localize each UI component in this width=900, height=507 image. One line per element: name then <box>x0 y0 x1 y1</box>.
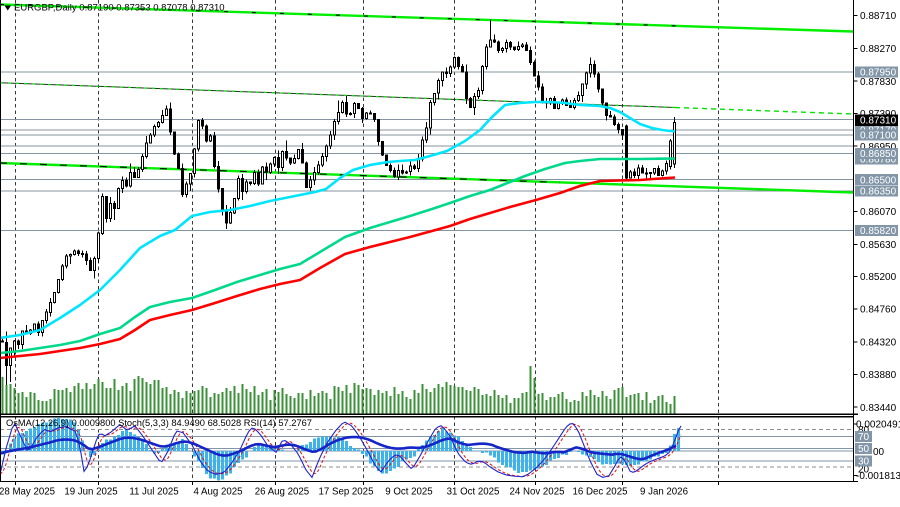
svg-text:0.87950: 0.87950 <box>860 67 897 78</box>
svg-text:20: 20 <box>858 464 870 475</box>
svg-text:0.86350: 0.86350 <box>860 186 897 197</box>
svg-text:0.84760: 0.84760 <box>860 305 897 316</box>
svg-text:0.87830: 0.87830 <box>860 77 897 88</box>
svg-text:00: 00 <box>873 447 885 458</box>
svg-text:0.83880: 0.83880 <box>860 370 897 381</box>
svg-text:OsMA(12,26,9) 0.0009800 Stoch: OsMA(12,26,9) 0.0009800 Stoch(5,3,3) 84.… <box>6 418 312 428</box>
svg-text:31 Oct 2025: 31 Oct 2025 <box>447 487 500 498</box>
svg-text:9 Oct 2025: 9 Oct 2025 <box>385 487 432 498</box>
svg-text:0.0020491: 0.0020491 <box>856 420 900 431</box>
svg-text:0.87310: 0.87310 <box>860 116 897 127</box>
svg-text:0.86500: 0.86500 <box>860 175 897 186</box>
svg-text:0.84320: 0.84320 <box>860 337 897 348</box>
svg-text:80: 80 <box>858 425 870 436</box>
svg-text:26 Aug 2025: 26 Aug 2025 <box>255 487 309 498</box>
svg-text:11 Jul 2025: 11 Jul 2025 <box>129 487 178 498</box>
svg-text:0.86950: 0.86950 <box>860 142 897 153</box>
svg-text:28 May 2025: 28 May 2025 <box>0 487 55 498</box>
svg-text:0.87100: 0.87100 <box>860 131 897 142</box>
svg-text:0.85630: 0.85630 <box>860 240 897 251</box>
svg-text:0.86070: 0.86070 <box>860 207 897 218</box>
svg-text:0.86780: 0.86780 <box>860 154 897 165</box>
svg-text:4 Aug 2025: 4 Aug 2025 <box>193 487 242 498</box>
svg-text:-0.0018139: -0.0018139 <box>856 471 900 482</box>
svg-text:50: 50 <box>858 444 870 455</box>
svg-text:19 Jun 2025: 19 Jun 2025 <box>64 487 117 498</box>
svg-text:70: 70 <box>858 432 870 443</box>
svg-text:0.86850: 0.86850 <box>860 149 897 160</box>
svg-text:0.88270: 0.88270 <box>860 44 897 55</box>
svg-text:24 Nov 2025: 24 Nov 2025 <box>510 487 565 498</box>
svg-text:0.83440: 0.83440 <box>860 403 897 414</box>
svg-text:0.85820: 0.85820 <box>860 226 897 237</box>
svg-text:17 Sep 2025: 17 Sep 2025 <box>319 487 374 498</box>
svg-text:0.88710: 0.88710 <box>860 11 897 22</box>
svg-text:16 Dec 2025: 16 Dec 2025 <box>573 487 628 498</box>
svg-text:30: 30 <box>858 457 870 468</box>
svg-text:0.85200: 0.85200 <box>860 272 897 283</box>
svg-text:9 Jan 2026: 9 Jan 2026 <box>640 487 688 498</box>
svg-text:EURGBP,Daily 0.87190 0.87353 0: EURGBP,Daily 0.87190 0.87353 0.87078 0.8… <box>14 3 225 14</box>
